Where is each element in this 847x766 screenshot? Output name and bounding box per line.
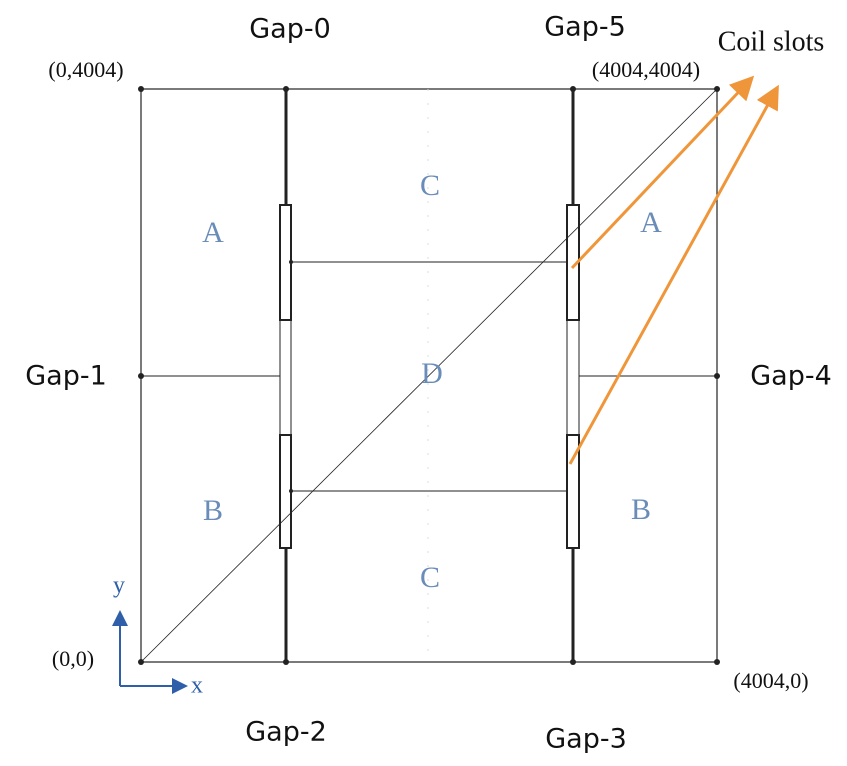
annotation: Coil slots xyxy=(718,26,825,57)
region-label: D xyxy=(421,357,443,390)
gap-label: Gap-1 xyxy=(25,361,107,392)
corner-label: (0,4004) xyxy=(48,57,123,82)
gap-label: Gap-5 xyxy=(544,12,626,43)
coil-slot xyxy=(279,319,292,436)
nodes xyxy=(138,86,720,665)
axis-label: y xyxy=(113,573,125,599)
arrow xyxy=(570,75,755,270)
gap-label: Gap-2 xyxy=(245,717,327,748)
axis-label: x xyxy=(191,673,203,699)
region-label: C xyxy=(420,561,440,594)
coil-slot xyxy=(566,319,580,436)
corner-label: (0,0) xyxy=(52,646,94,671)
arrow xyxy=(568,84,779,465)
region-label: A xyxy=(202,216,224,249)
gap-label: Gap-3 xyxy=(545,724,627,755)
diagonal xyxy=(140,88,718,663)
gap-label: Gap-0 xyxy=(249,14,331,45)
corner-label: (4004,4004) xyxy=(592,57,700,82)
region-label: C xyxy=(420,169,440,202)
region-label: A xyxy=(640,206,662,239)
region-label: B xyxy=(203,494,223,527)
gap-label: Gap-4 xyxy=(750,361,832,392)
region-label: B xyxy=(631,493,651,526)
corner-label: (4004,0) xyxy=(733,668,808,693)
